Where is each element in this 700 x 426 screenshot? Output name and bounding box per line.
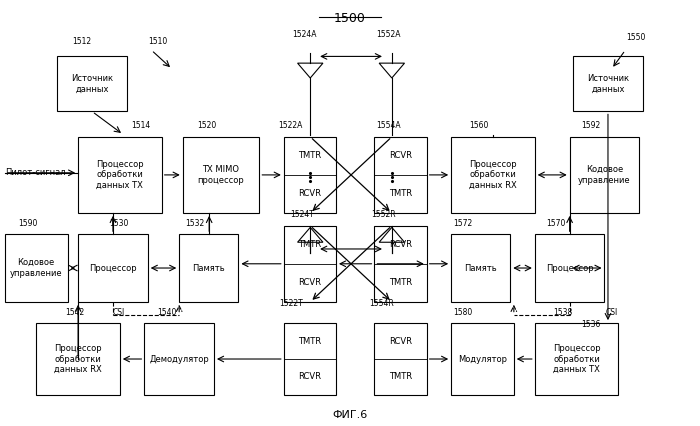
FancyBboxPatch shape	[451, 234, 510, 302]
Text: Процессор
обработки
данных RX: Процессор обработки данных RX	[54, 344, 102, 374]
Text: TMTR: TMTR	[389, 190, 412, 199]
FancyBboxPatch shape	[284, 137, 336, 213]
Text: 1540: 1540	[158, 308, 177, 317]
Text: Кодовое
управление: Кодовое управление	[10, 258, 62, 278]
Text: 1530: 1530	[108, 219, 128, 228]
Text: CSI: CSI	[113, 308, 125, 317]
Text: CSI: CSI	[606, 308, 617, 317]
Text: Демодулятор: Демодулятор	[149, 354, 209, 363]
Text: ФИГ.6: ФИГ.6	[332, 409, 368, 420]
Text: RCVR: RCVR	[298, 278, 321, 287]
FancyBboxPatch shape	[78, 137, 162, 213]
Text: 1590: 1590	[18, 219, 38, 228]
Text: RCVR: RCVR	[389, 337, 412, 345]
FancyBboxPatch shape	[374, 323, 427, 395]
Text: TMTR: TMTR	[389, 278, 412, 287]
Text: 1570: 1570	[546, 219, 566, 228]
FancyBboxPatch shape	[179, 234, 239, 302]
Text: Источник
данных: Источник данных	[71, 74, 113, 94]
Text: 1524A: 1524A	[293, 31, 317, 40]
Text: Пилот-сигнал: Пилот-сигнал	[5, 168, 66, 177]
FancyBboxPatch shape	[570, 137, 639, 213]
FancyBboxPatch shape	[144, 323, 214, 395]
Text: 1554R: 1554R	[369, 299, 393, 308]
Text: TMTR: TMTR	[298, 337, 321, 345]
FancyBboxPatch shape	[183, 137, 260, 213]
Text: 1550: 1550	[626, 33, 645, 42]
Text: Процессор: Процессор	[89, 264, 136, 273]
Text: 1592: 1592	[581, 121, 600, 130]
Text: 1552A: 1552A	[376, 31, 400, 40]
Text: 1538: 1538	[553, 308, 573, 317]
Text: Процессор
обработки
данных TX: Процессор обработки данных TX	[96, 160, 144, 190]
FancyBboxPatch shape	[374, 226, 427, 302]
Text: Источник
данных: Источник данных	[587, 74, 629, 94]
Text: 1510: 1510	[148, 37, 168, 46]
FancyBboxPatch shape	[535, 234, 605, 302]
Text: TMTR: TMTR	[298, 240, 321, 249]
Text: Память: Память	[193, 264, 225, 273]
Text: RCVR: RCVR	[298, 372, 321, 382]
Text: Процессор: Процессор	[546, 264, 594, 273]
Text: 1536: 1536	[581, 320, 600, 329]
Text: RCVR: RCVR	[389, 240, 412, 249]
Text: 1522A: 1522A	[279, 121, 303, 130]
Text: 1512: 1512	[72, 37, 91, 46]
Text: Модулятор: Модулятор	[458, 354, 507, 363]
FancyBboxPatch shape	[374, 137, 427, 213]
FancyBboxPatch shape	[284, 323, 336, 395]
FancyBboxPatch shape	[451, 137, 535, 213]
Text: RCVR: RCVR	[389, 151, 412, 160]
Text: 1520: 1520	[197, 121, 217, 130]
Text: RCVR: RCVR	[298, 190, 321, 199]
Text: Память: Память	[464, 264, 497, 273]
FancyBboxPatch shape	[573, 56, 643, 112]
Text: Кодовое
управление: Кодовое управление	[578, 165, 631, 184]
Text: 1500: 1500	[334, 12, 366, 25]
Text: 1524T: 1524T	[290, 210, 314, 219]
FancyBboxPatch shape	[36, 323, 120, 395]
Text: TMTR: TMTR	[389, 372, 412, 382]
Text: 1554A: 1554A	[376, 121, 400, 130]
Text: 1552R: 1552R	[371, 210, 395, 219]
Text: 1514: 1514	[131, 121, 150, 130]
FancyBboxPatch shape	[57, 56, 127, 112]
FancyBboxPatch shape	[535, 323, 618, 395]
Text: TX MIMO
процессор: TX MIMO процессор	[197, 165, 244, 184]
Text: 1560: 1560	[469, 121, 489, 130]
Text: Процессор
обработки
данных TX: Процессор обработки данных TX	[553, 344, 601, 374]
Text: 1572: 1572	[454, 219, 473, 228]
Text: TMTR: TMTR	[298, 151, 321, 160]
FancyBboxPatch shape	[78, 234, 148, 302]
Text: 1532: 1532	[186, 219, 205, 228]
Text: Процессор
обработки
данных RX: Процессор обработки данных RX	[469, 160, 517, 190]
FancyBboxPatch shape	[451, 323, 514, 395]
FancyBboxPatch shape	[284, 226, 336, 302]
FancyBboxPatch shape	[5, 234, 68, 302]
Text: 1542: 1542	[65, 308, 84, 317]
Text: 1580: 1580	[454, 308, 473, 317]
Text: 1522T: 1522T	[279, 299, 302, 308]
